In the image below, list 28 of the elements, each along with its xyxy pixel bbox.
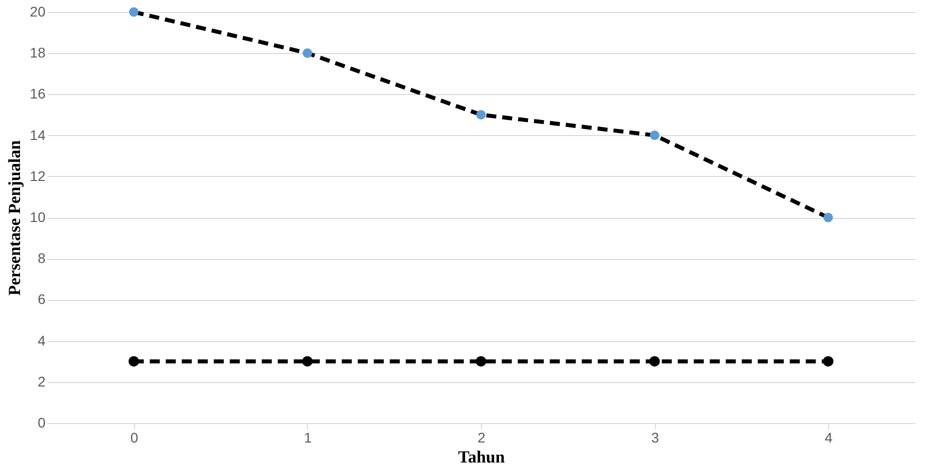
point xyxy=(650,130,660,140)
y-tick-label: 6 xyxy=(38,291,46,308)
y-axis-title: Persentase Penjualan xyxy=(4,140,24,296)
y-tick-label: 8 xyxy=(38,250,46,266)
point xyxy=(476,356,486,367)
point xyxy=(823,212,833,222)
y-tick-label: 12 xyxy=(30,168,46,184)
y-tick-label: 0 xyxy=(38,414,46,430)
x-tick-label: 4 xyxy=(824,430,833,446)
x-tick-label: 0 xyxy=(130,430,138,446)
y-tick-label: 18 xyxy=(30,44,46,61)
point xyxy=(129,7,139,17)
y-tick-label: 16 xyxy=(30,86,46,102)
y-tick-label: 4 xyxy=(38,332,46,348)
y-tick-label: 2 xyxy=(38,373,46,390)
x-tick-label: 1 xyxy=(304,430,312,446)
point xyxy=(649,356,660,367)
y-tick-label: 10 xyxy=(30,209,46,225)
x-tick-label: 3 xyxy=(651,430,660,446)
point xyxy=(822,356,834,367)
y-tick-label: 20 xyxy=(30,4,46,20)
point xyxy=(476,110,486,120)
x-axis-title: Tahun xyxy=(458,448,506,466)
x-tick-label: 2 xyxy=(478,430,486,446)
point xyxy=(302,48,312,58)
point xyxy=(302,356,313,367)
y-tick-label: 14 xyxy=(30,126,46,143)
point xyxy=(128,356,140,367)
